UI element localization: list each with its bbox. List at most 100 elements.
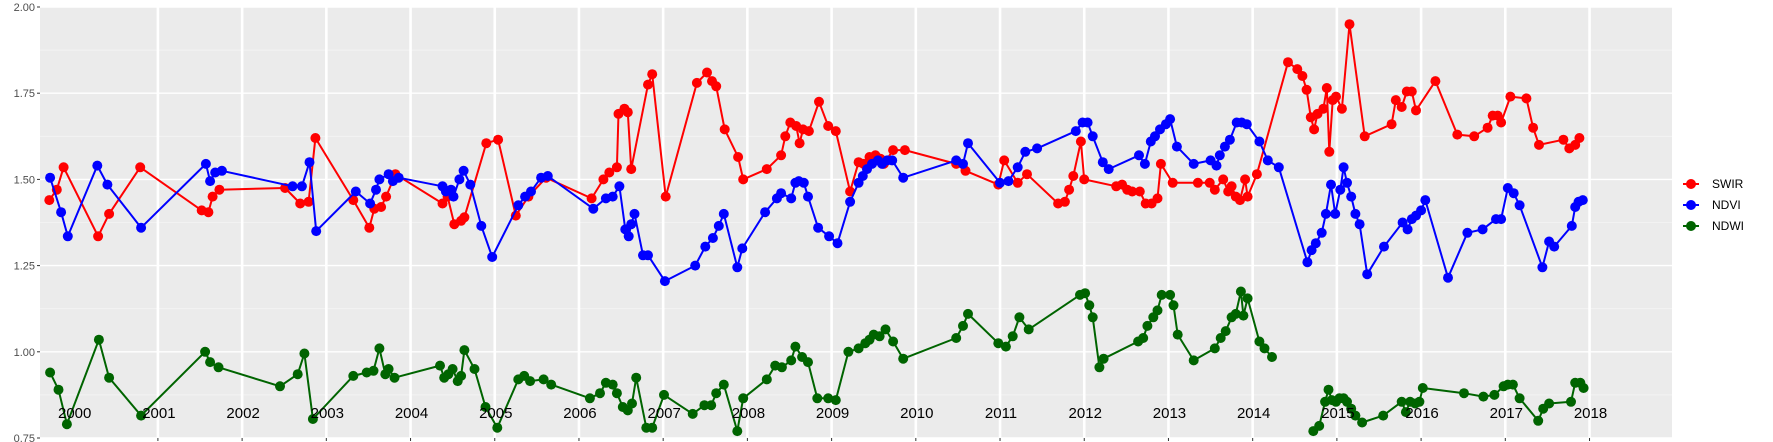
data-point-ndvi <box>813 222 824 233</box>
data-point-swir <box>1321 83 1332 93</box>
data-point-ndvi <box>296 181 307 192</box>
data-point-ndvi <box>526 186 536 197</box>
data-point-swir <box>1235 195 1245 206</box>
data-point-ndwi <box>732 426 743 437</box>
data-point-swir <box>203 207 214 218</box>
year-label: 2007 <box>647 405 680 422</box>
data-point-swir <box>1012 177 1023 188</box>
data-point-ndvi <box>200 158 211 169</box>
data-point-ndwi <box>53 384 64 395</box>
data-point-ndwi <box>738 393 749 404</box>
data-point-ndwi <box>595 388 605 399</box>
data-point-ndwi <box>1238 310 1249 321</box>
year-label: 2014 <box>1237 405 1270 422</box>
data-point-swir <box>711 81 722 92</box>
data-point-ndwi <box>1023 324 1034 335</box>
year-labels: 2000 2001 2002 2003 2004 2005 2006 2007 2008 2009… <box>58 405 1607 422</box>
data-point-ndvi <box>1342 177 1352 188</box>
data-point-ndvi <box>287 181 298 192</box>
data-point-ndvi <box>458 165 469 176</box>
data-point-ndvi <box>1241 119 1252 130</box>
legend-label-ndwi: NDWI <box>1712 219 1744 233</box>
data-point-ndvi <box>732 262 743 273</box>
data-point-swir <box>1079 174 1090 185</box>
data-point-ndwi <box>823 393 834 404</box>
data-point-swir <box>888 145 899 156</box>
data-point-ndvi <box>454 174 465 185</box>
data-point-swir <box>719 124 730 135</box>
data-point-ndwi <box>1323 384 1334 395</box>
data-point-ndvi <box>1087 131 1098 142</box>
data-point-ndwi <box>469 364 480 374</box>
data-point-ndwi <box>1417 383 1428 393</box>
data-point-ndvi <box>760 207 771 218</box>
data-point-ndvi <box>1462 227 1473 238</box>
data-point-ndwi <box>659 389 669 400</box>
data-point-swir <box>626 164 637 175</box>
data-point-ndwi <box>546 379 557 390</box>
data-point-ndvi <box>393 172 404 183</box>
data-point-swir <box>1324 146 1335 157</box>
data-point-ndvi <box>1326 179 1336 190</box>
data-point-ndwi <box>1267 352 1277 362</box>
data-point-ndwi <box>958 320 968 331</box>
data-point-ndwi <box>1084 300 1095 311</box>
data-point-ndvi <box>1310 238 1321 249</box>
data-point-ndwi <box>447 364 458 374</box>
data-point-ndwi <box>647 422 658 433</box>
data-point-swir <box>1127 186 1138 197</box>
data-point-ndwi <box>786 355 797 366</box>
data-point-ndvi <box>607 191 618 202</box>
data-point-ndwi <box>1209 343 1220 354</box>
data-point-swir <box>622 107 633 118</box>
data-point-ndvi <box>898 172 909 183</box>
data-point-swir <box>44 195 55 206</box>
data-point-ndvi <box>476 220 487 231</box>
data-point-swir <box>794 138 805 149</box>
data-point-ndvi <box>659 276 670 287</box>
data-point-swir <box>814 96 824 107</box>
data-point-ndvi <box>1350 208 1361 219</box>
data-point-ndvi <box>1097 157 1108 168</box>
legend-label-ndvi: NDVI <box>1712 198 1741 212</box>
data-point-ndwi <box>1414 396 1425 407</box>
series-layer <box>44 19 1589 437</box>
data-point-ndwi <box>275 381 285 392</box>
year-label: 2003 <box>311 405 344 422</box>
data-point-ndwi <box>1000 341 1011 352</box>
year-label: 2012 <box>1069 405 1102 422</box>
data-point-ndwi <box>299 348 310 359</box>
data-point-ndvi <box>513 200 524 211</box>
data-point-ndvi <box>1335 184 1346 195</box>
y-tick-label: 1.50 <box>14 174 35 186</box>
data-point-ndvi <box>1354 219 1365 230</box>
data-point-ndwi <box>368 365 379 376</box>
data-point-ndvi <box>1012 162 1023 173</box>
data-point-ndwi <box>584 393 595 404</box>
data-point-ndwi <box>880 324 891 335</box>
data-point-ndvi <box>1103 164 1114 175</box>
data-point-ndwi <box>1215 333 1226 343</box>
data-point-ndvi <box>1320 208 1331 219</box>
data-point-ndwi <box>830 395 841 406</box>
data-point-swir <box>1396 102 1407 112</box>
data-point-ndvi <box>1171 141 1182 152</box>
year-label: 2016 <box>1405 405 1438 422</box>
data-point-ndvi <box>776 188 787 199</box>
data-point-swir <box>586 193 597 204</box>
data-point-swir <box>647 69 658 80</box>
data-point-ndvi <box>1416 205 1427 216</box>
data-point-ndvi <box>832 238 843 249</box>
data-point-swir <box>1406 86 1417 97</box>
data-point-ndvi <box>350 186 361 197</box>
data-point-ndvi <box>1254 136 1265 147</box>
legend-key-point <box>1686 200 1696 210</box>
data-point-ndvi <box>1302 257 1313 268</box>
data-point-ndvi <box>803 191 813 202</box>
data-point-ndwi <box>104 372 115 383</box>
data-point-ndvi <box>216 165 227 176</box>
data-point-ndwi <box>213 362 224 373</box>
data-point-ndwi <box>1514 393 1525 404</box>
data-point-ndvi <box>1549 241 1560 252</box>
